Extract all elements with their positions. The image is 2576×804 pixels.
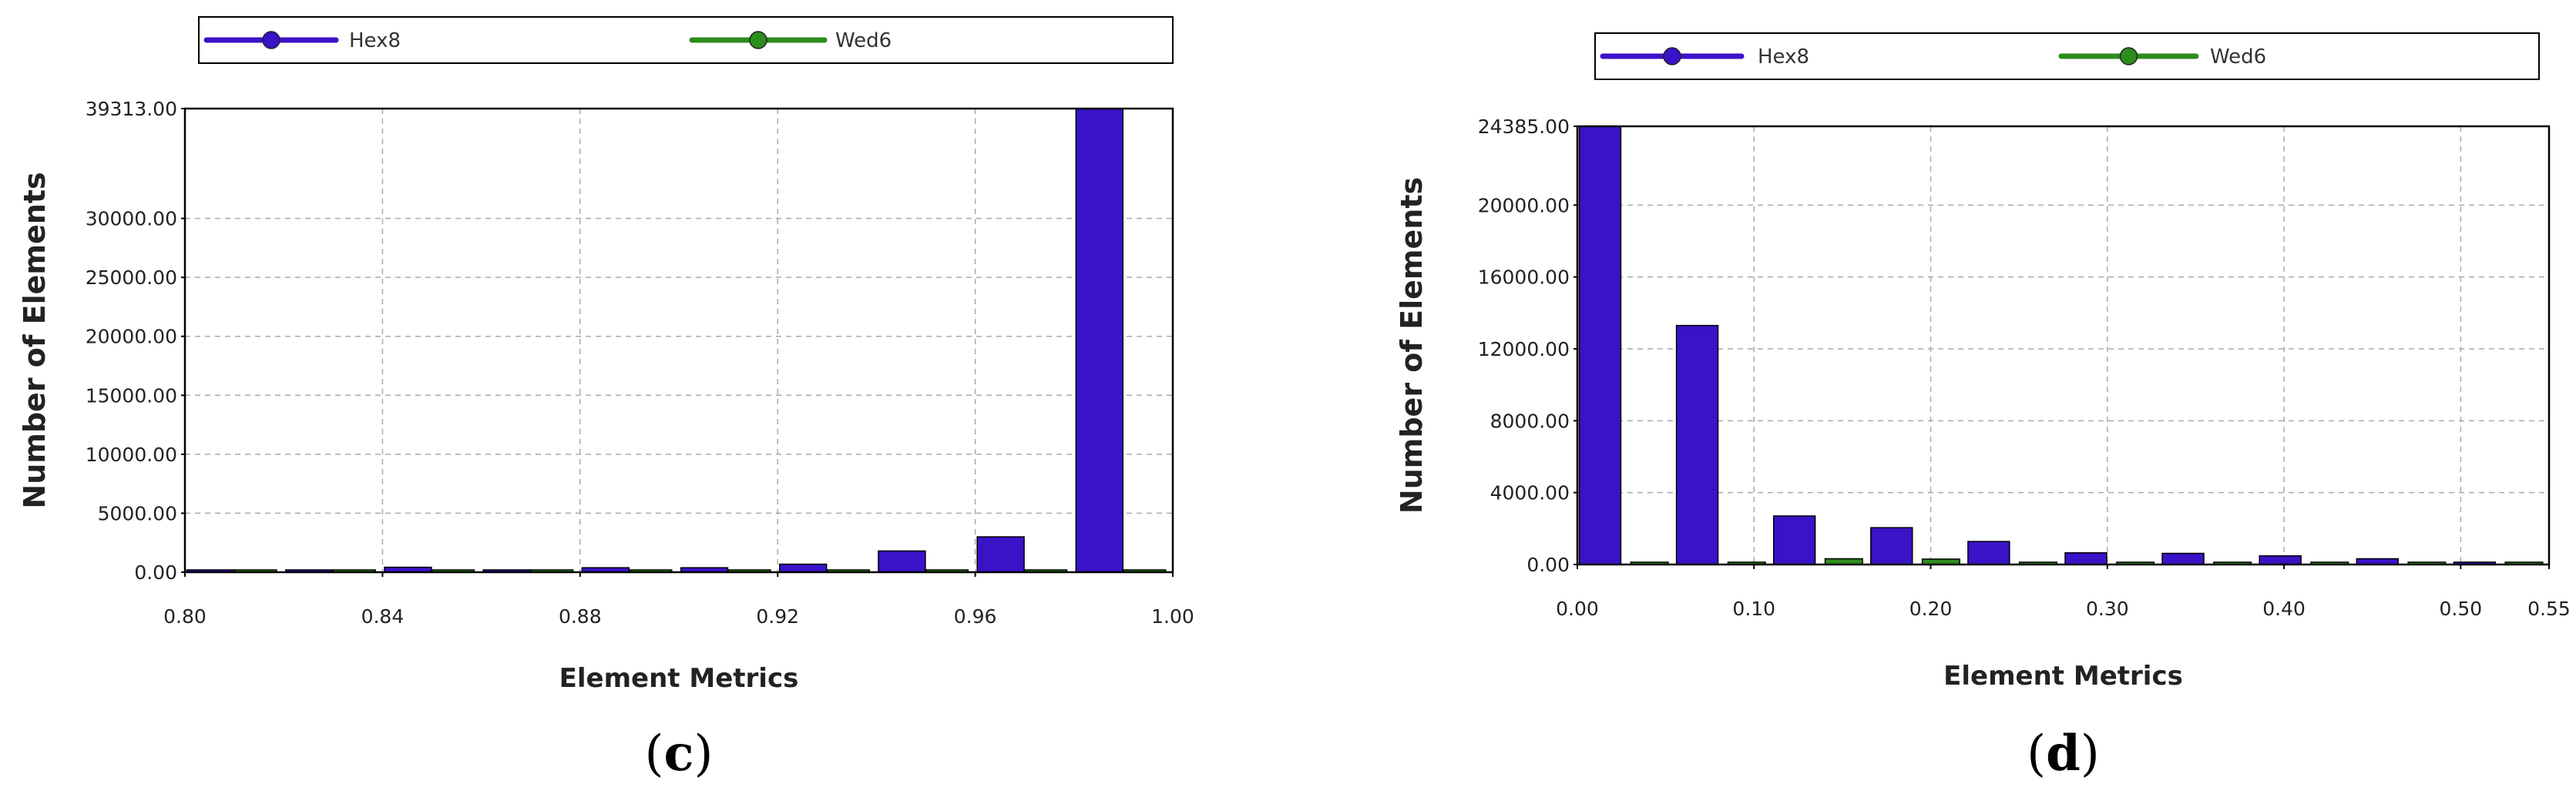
- caption-open-paren: (: [645, 725, 664, 782]
- plot-frame: [183, 107, 1174, 574]
- y-tick-label: 20000.00: [86, 326, 177, 348]
- y-tick-label: 10000.00: [86, 444, 177, 466]
- y-tick-label: 15000.00: [86, 384, 177, 407]
- x-tick-label: 0.92: [756, 605, 799, 628]
- legend-marker-wed6: [749, 31, 767, 49]
- x-tick-label: 0.30: [2086, 598, 2129, 620]
- y-tick-label: 25000.00: [86, 266, 177, 289]
- x-tick-label: 0.84: [361, 605, 405, 628]
- x-tick-label: 0.10: [1732, 598, 1775, 620]
- bar-hex8-0: [1578, 126, 1622, 565]
- y-tick-label: 24385.00: [1478, 116, 1570, 138]
- y-tick-label: 8000.00: [1490, 410, 1570, 432]
- chart-panel-d: Hex8 Wed6 0.00 4000.00 8000.00 12000.00 16000.…: [1295, 0, 2576, 804]
- y-axis-title: Number of Elements: [1395, 177, 1429, 514]
- x-tick-label: 0.55: [2527, 598, 2571, 620]
- bar-hex8-7: [2259, 555, 2302, 565]
- bar-hex8-7: [878, 550, 926, 573]
- x-tick-label: 0.00: [1556, 598, 1599, 620]
- bars: [1578, 126, 2544, 565]
- legend: Hex8 Wed6: [1594, 32, 2540, 80]
- histogram-c-svg: Hex8 Wed6 0.00 5000.00 10000.00 15000.00 20000…: [18, 16, 1194, 782]
- x-axis-title: Element Metrics: [1943, 661, 2183, 692]
- legend: Hex8 Wed6: [198, 16, 1174, 64]
- x-tick-label: 0.88: [559, 605, 602, 628]
- bar-hex8-4: [1967, 541, 2010, 565]
- y-tick-label: 5000.00: [98, 502, 177, 524]
- legend-marker-wed6: [2119, 47, 2138, 65]
- bar-hex8-8: [976, 536, 1025, 573]
- caption-close-paren: ): [694, 725, 713, 782]
- y-tick-label: 30000.00: [86, 208, 177, 230]
- bar-hex8-1: [1675, 324, 1719, 565]
- caption-close-paren: ): [2081, 725, 2100, 782]
- bars: [186, 108, 1167, 573]
- plot-frame: [1576, 125, 2551, 566]
- grid: [1577, 126, 2549, 564]
- legend-label-wed6: Wed6: [2210, 45, 2266, 69]
- y-tick-label: 0.00: [134, 561, 177, 584]
- legend-box: [198, 16, 1174, 64]
- bar-hex8-5: [2064, 552, 2107, 565]
- y-axis-title: Number of Elements: [18, 172, 52, 508]
- y-tick-label: 39313.00: [86, 98, 177, 120]
- histogram-d-svg: Hex8 Wed6 0.00 4000.00 8000.00 12000.00 16000.…: [1395, 32, 2571, 782]
- x-tick-label: 0.50: [2440, 598, 2483, 620]
- x-tick-label: 0.96: [954, 605, 997, 628]
- legend-label-hex8: Hex8: [349, 29, 401, 52]
- y-tick-label: 20000.00: [1478, 194, 1570, 216]
- x-axis-title: Element Metrics: [559, 663, 799, 694]
- bar-hex8-9: [1075, 108, 1124, 573]
- y-tick-label: 16000.00: [1478, 266, 1570, 289]
- bar-hex8-3: [1870, 527, 1913, 565]
- legend-marker-hex8: [262, 31, 280, 49]
- x-tick-label: 0.40: [2262, 598, 2306, 620]
- bar-hex8-6: [2161, 552, 2205, 565]
- chart-panel-c: Hex8 Wed6 0.00 5000.00 10000.00 15000.00 20000…: [18, 16, 1194, 782]
- y-tick-label: 0.00: [1526, 554, 1570, 576]
- caption-letter: d: [2046, 725, 2081, 782]
- panel-caption: (d): [2027, 725, 2100, 782]
- panel-caption: (c): [645, 725, 714, 782]
- legend-label-hex8: Hex8: [1758, 45, 1809, 69]
- legend-marker-hex8: [1663, 47, 1681, 65]
- x-tick-label: 1.00: [1151, 605, 1194, 628]
- y-tick-label: 12000.00: [1478, 338, 1570, 360]
- grid: [185, 109, 1173, 572]
- caption-letter: c: [664, 725, 694, 782]
- bar-hex8-6: [779, 563, 828, 573]
- y-tick-label: 4000.00: [1490, 482, 1570, 504]
- x-tick-label: 0.80: [163, 605, 207, 628]
- bar-hex8-2: [1772, 515, 1816, 565]
- caption-open-paren: (: [2027, 725, 2046, 782]
- x-tick-label: 0.20: [1909, 598, 1953, 620]
- legend-label-wed6: Wed6: [835, 29, 892, 52]
